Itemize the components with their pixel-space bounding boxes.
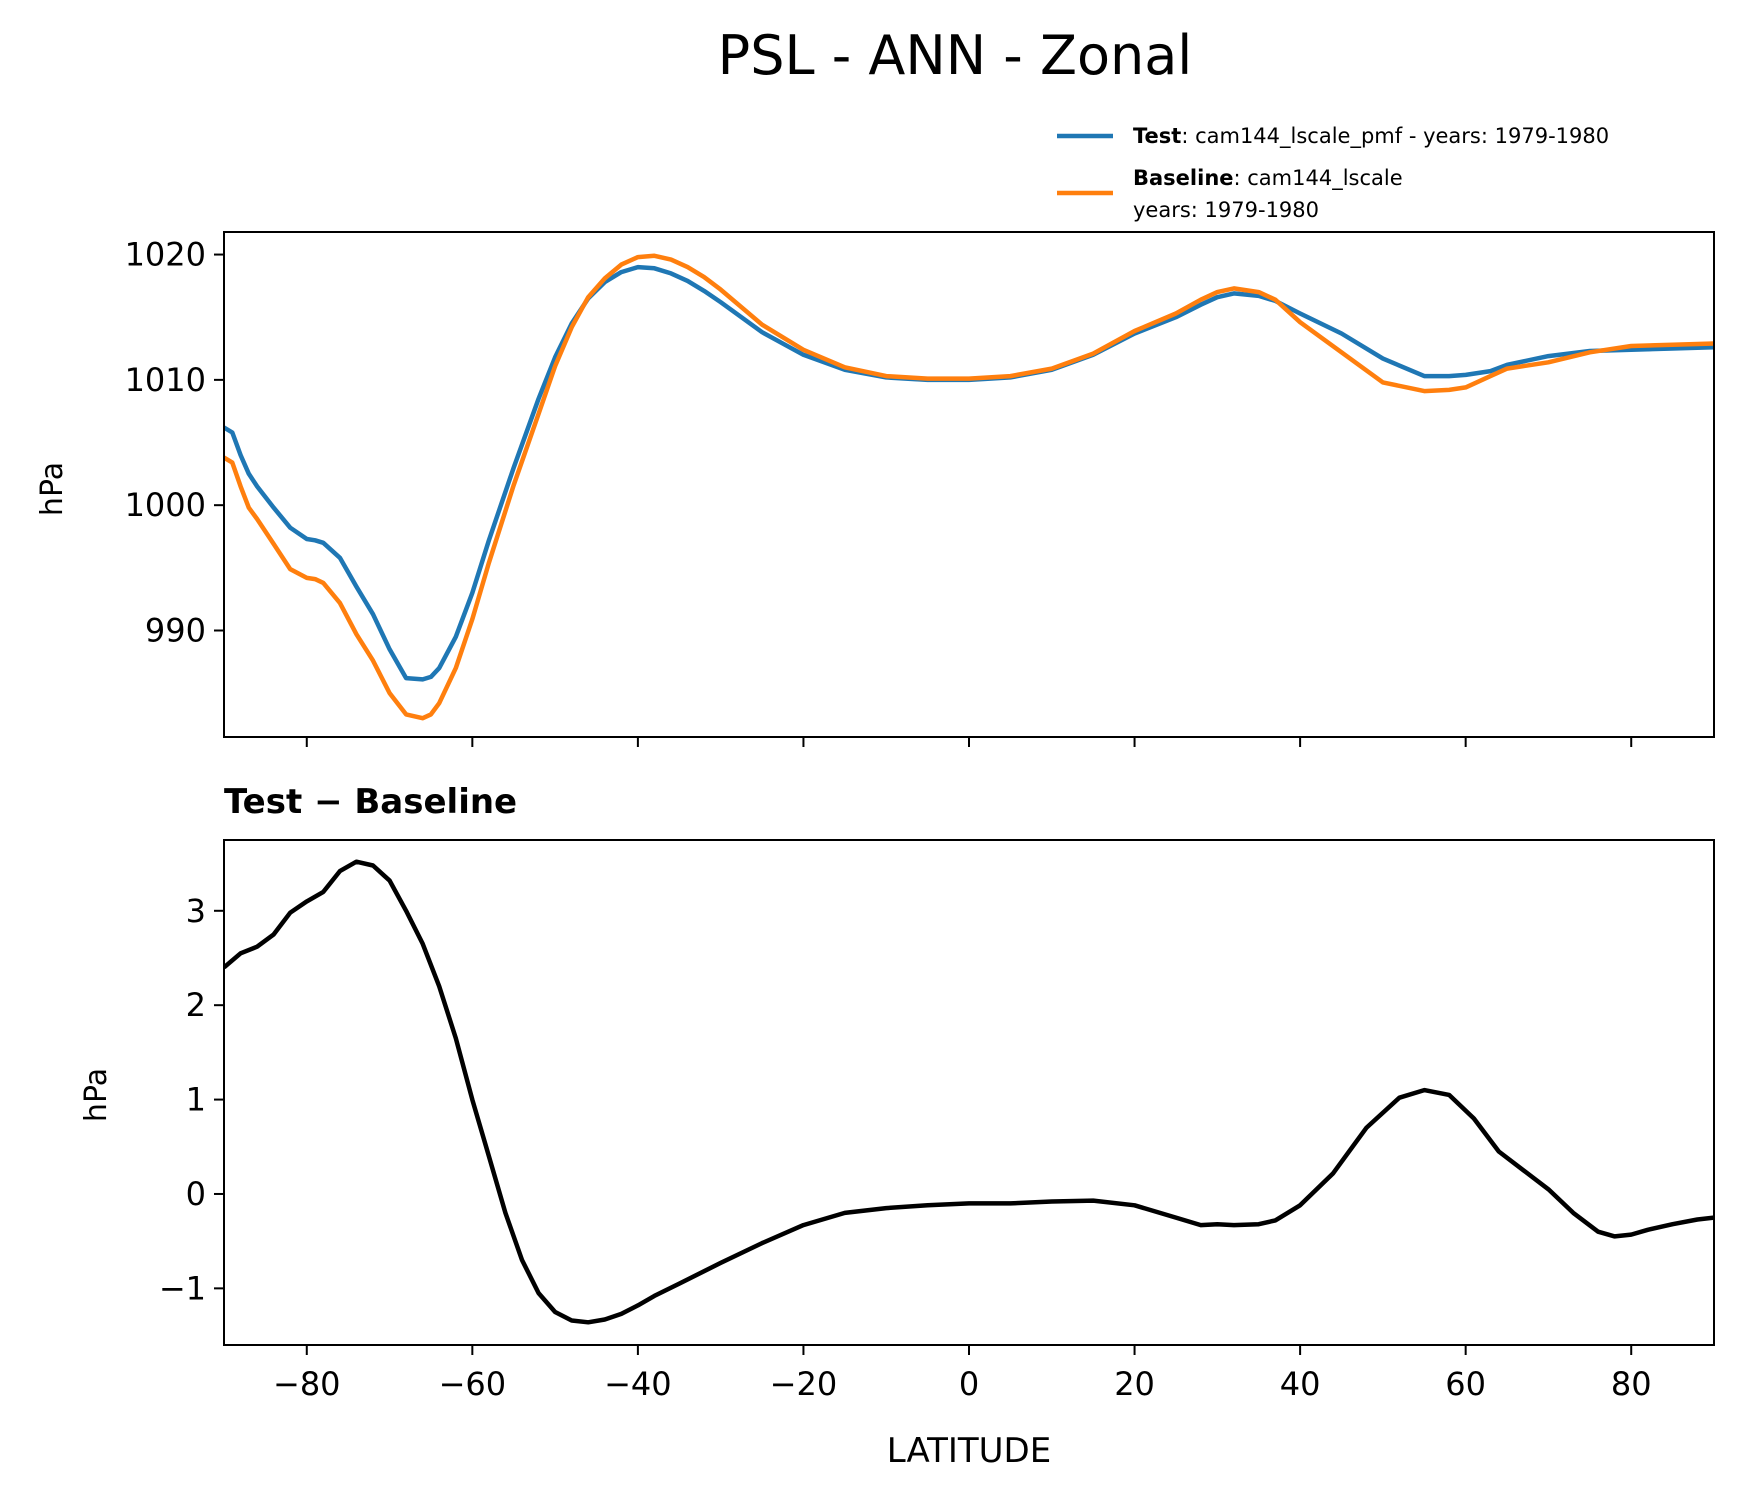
- legend-baseline-desc: : cam144_lscale: [1234, 166, 1403, 191]
- y-tick-label: 1010: [125, 361, 206, 399]
- test-series-line: [224, 264, 1714, 682]
- legend: Test: cam144_lscale_pmf - years: 1979-19…: [1057, 124, 1609, 222]
- legend-test-label: Test: cam144_lscale_pmf - years: 1979-19…: [1133, 124, 1609, 149]
- difference-series-line: [224, 859, 1714, 1325]
- legend-test-desc: : cam144_lscale_pmf - years: 1979-1980: [1181, 124, 1609, 149]
- figure-title: PSL - ANN - Zonal: [718, 24, 1193, 87]
- top-axes-frame: [223, 231, 1715, 738]
- baseline-series-line: [224, 253, 1714, 721]
- x-tick-label: 20: [1114, 1365, 1155, 1403]
- x-tick-label: −80: [273, 1365, 341, 1403]
- x-tick-label: −60: [439, 1365, 507, 1403]
- y-tick-label: 1020: [125, 236, 206, 274]
- x-tick-label: −40: [604, 1365, 672, 1403]
- legend-baseline-label: Baseline: cam144_lscale: [1133, 166, 1403, 191]
- y-tick-label: 3: [186, 892, 206, 930]
- x-tick-label: 80: [1611, 1365, 1652, 1403]
- y-tick-label: 1: [186, 1081, 206, 1119]
- bottom-panel: Test − Baseline −1 0 1 2 3 −80 −60 −40 −20 0 20 40…: [79, 782, 1715, 1471]
- legend-baseline-name: Baseline: [1133, 166, 1234, 190]
- y-tick-label: 2: [186, 986, 206, 1024]
- x-tick-label: 0: [959, 1365, 979, 1403]
- bottom-axes-frame: [223, 839, 1715, 1346]
- legend-baseline-years: years: 1979-1980: [1133, 198, 1319, 222]
- bottom-panel-title: Test − Baseline: [224, 782, 517, 822]
- x-tick-label: 60: [1445, 1365, 1486, 1403]
- y-tick-label: 1000: [125, 486, 206, 524]
- x-tick-label: 40: [1280, 1365, 1321, 1403]
- y-tick-label: 990: [145, 611, 206, 649]
- bottom-ylabel: hPa: [79, 1068, 114, 1122]
- top-panel: 990 1000 1010 1020 hPa: [35, 231, 1715, 747]
- x-tick-label: −20: [770, 1365, 838, 1403]
- y-tick-label: −1: [159, 1269, 206, 1307]
- bottom-xlabel: LATITUDE: [887, 1431, 1051, 1471]
- top-ylabel: hPa: [35, 462, 70, 516]
- y-tick-label: 0: [186, 1175, 206, 1213]
- legend-test-name: Test: [1133, 124, 1181, 148]
